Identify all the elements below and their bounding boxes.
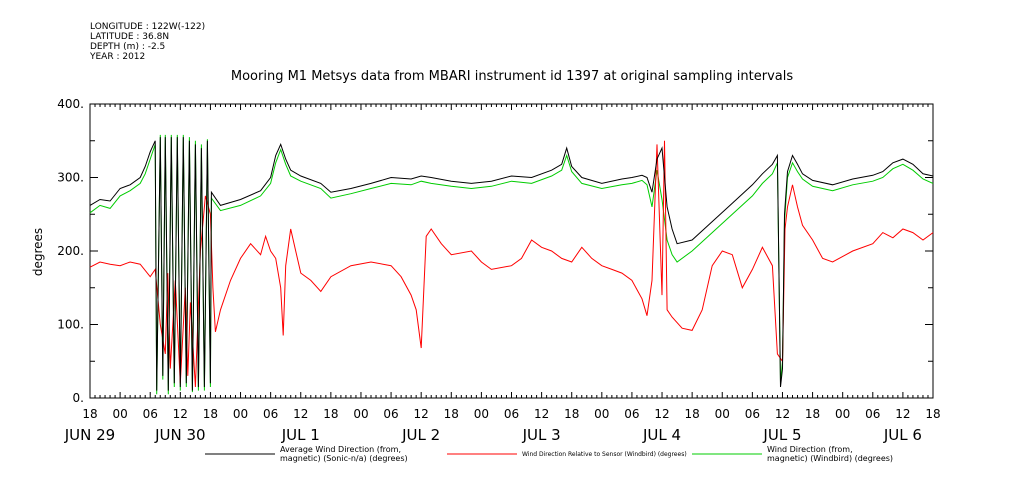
x-tick-label: 06 — [263, 407, 278, 421]
x-tick-label: 06 — [624, 407, 639, 421]
depth-label: DEPTH (m) : -2.5 — [90, 42, 166, 52]
legend-label: magnetic) (Sonic-n/a) (degrees) — [280, 454, 408, 463]
date-labels: JUN 29 JUN 30 JUL 1 JUL 2 JUL 3 JUL 4 JUL 5 JUL… — [64, 426, 922, 444]
chart-title: Mooring M1 Metsys data from MBARI instru… — [231, 69, 793, 84]
x-tick-label: 12 — [775, 407, 790, 421]
x-tick-label: 18 — [203, 407, 218, 421]
x-tick-labels: 18 00 06 12 18 00 06 12 18 00 06 12 18 00 06 12 18 00 06 12… — [82, 407, 940, 421]
legend-label: magnetic) (Windbird) (degrees) — [767, 454, 893, 463]
x-tick-label: 18 — [444, 407, 459, 421]
x-tick-label: 18 — [323, 407, 338, 421]
y-tick-labels: 0. 100. 200. 300. 400. — [57, 97, 84, 405]
series-line-2 — [89, 134, 934, 395]
year-label: YEAR : 2012 — [90, 52, 146, 62]
date-label: JUN 29 — [64, 426, 115, 444]
series-line-0 — [89, 137, 934, 391]
x-tick-label: 18 — [805, 407, 820, 421]
legend-label: Wind Direction (from, — [767, 445, 853, 454]
series-layer — [89, 134, 934, 395]
x-tick-label: 06 — [504, 407, 519, 421]
x-tick-label: 00 — [112, 407, 127, 421]
longitude-label: LONGITUDE : 122W(-122) — [90, 22, 206, 32]
x-tick-label: 06 — [383, 407, 398, 421]
x-tick-label: 06 — [865, 407, 880, 421]
x-tick-label: 00 — [474, 407, 489, 421]
y-axis-label: degrees — [31, 228, 45, 276]
y-tick-label: 100. — [57, 318, 84, 332]
series-line-1 — [89, 140, 934, 388]
x-tick-label: 06 — [745, 407, 760, 421]
x-tick-label: 12 — [654, 407, 669, 421]
latitude-label: LATITUDE : 36.8N — [90, 32, 170, 42]
x-tick-label: 00 — [835, 407, 850, 421]
date-label: JUL 5 — [762, 426, 801, 444]
y-tick-label: 300. — [57, 171, 84, 185]
legend-label: Average Wind Direction (from, — [280, 445, 401, 454]
legend-label: Wind Direction Relative to Sensor (Windb… — [522, 451, 687, 458]
x-tick-label: 06 — [143, 407, 158, 421]
date-label: JUL 6 — [883, 426, 922, 444]
x-tick-label: 12 — [173, 407, 188, 421]
y-tick-label: 400. — [57, 97, 84, 111]
date-label: JUL 1 — [281, 426, 320, 444]
date-label: JUL 3 — [522, 426, 561, 444]
x-tick-label: 18 — [82, 407, 97, 421]
x-tick-label: 00 — [353, 407, 368, 421]
y-tick-label: 0. — [73, 391, 84, 405]
x-tick-label: 00 — [715, 407, 730, 421]
x-tick-label: 18 — [685, 407, 700, 421]
date-label: JUL 4 — [642, 426, 681, 444]
legend: Average Wind Direction (from,magnetic) (… — [205, 445, 893, 463]
plot-frame — [89, 103, 934, 399]
date-label: JUN 30 — [154, 426, 205, 444]
x-tick-label: 00 — [594, 407, 609, 421]
date-label: JUL 2 — [401, 426, 440, 444]
x-tick-label: 00 — [233, 407, 248, 421]
x-tick-label: 12 — [895, 407, 910, 421]
x-tick-label: 12 — [414, 407, 429, 421]
y-tick-label: 200. — [57, 244, 84, 258]
x-tick-label: 12 — [534, 407, 549, 421]
x-tick-label: 18 — [564, 407, 579, 421]
x-tick-label: 12 — [293, 407, 308, 421]
axis-ticks — [89, 103, 934, 399]
x-tick-label: 18 — [925, 407, 940, 421]
